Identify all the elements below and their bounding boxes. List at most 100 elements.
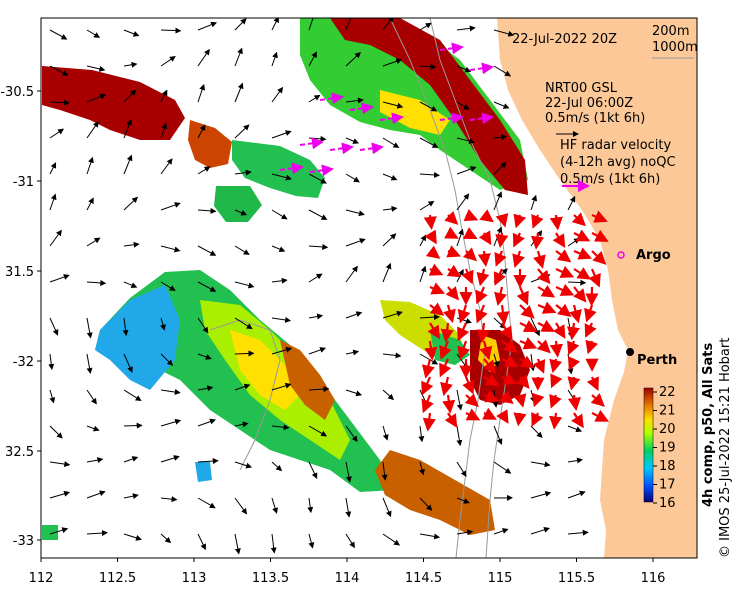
colorbar-tick-label: 18 [659,459,676,474]
glider-velocity-arrow [349,102,374,115]
radar-velocity-arrow [479,340,493,361]
radar-velocity-arrow [590,393,605,407]
model-current-arrow [270,533,277,554]
model-current-arrow [419,265,427,283]
sst-patch-north-front [300,18,528,195]
model-current-arrow [197,458,219,465]
model-current-arrow [567,457,583,464]
model-current-arrow [123,422,143,429]
model-current-arrow [86,425,100,432]
radar-velocity-arrows [421,208,610,432]
model-current-arrow [122,317,129,337]
colorbar-ticks: 22 21 20 19 18 17 16 [653,385,676,511]
radar-velocity-arrow [533,250,546,269]
model-label-line2: 22-Jul 06:00Z [545,96,633,111]
radar-label-line3: 0.5m/s (1kt 6h) [560,172,660,187]
model-current-arrow [345,137,360,144]
model-current-arrow [197,281,217,292]
model-current-arrow [382,533,401,546]
radar-velocity-arrow [462,227,478,240]
model-current-arrow [234,209,248,216]
radar-velocity-arrow [573,247,593,260]
model-current-arrow [160,56,176,67]
radar-velocity-arrow [446,245,461,258]
model-current-arrow [567,425,583,433]
radar-velocity-arrow [549,358,563,374]
model-current-arrow [308,386,330,393]
radar-velocity-arrow [429,302,445,316]
glider-velocity-arrow [359,142,384,155]
model-current-arrow [234,461,253,469]
model-current-arrow [493,461,512,474]
radar-velocity-arrow [585,339,599,355]
radar-velocity-arrow [496,304,510,325]
model-current-arrow [234,350,255,357]
perth-label: Perth [637,353,677,368]
radar-velocity-arrow [553,322,566,339]
model-current-arrow [197,83,206,103]
model-current-arrow [456,193,470,211]
radar-velocity-arrow [531,214,544,229]
model-current-arrow [271,382,292,391]
glider-velocity-arrow [439,112,464,125]
argo-marker [617,251,625,259]
model-current-arrow [382,310,403,319]
model-current-arrow [160,353,174,366]
model-current-arrow [234,533,241,555]
model-current-arrow [493,29,515,37]
radar-velocity-arrow [462,376,475,395]
glider-velocity-arrow [379,112,404,125]
model-current-arrow [307,497,314,514]
model-current-arrow [345,311,363,319]
model-current-arrow [567,195,576,211]
model-current-arrow [456,137,476,144]
radar-velocity-arrow [440,322,454,343]
glider-velocity-arrow [439,42,464,55]
radar-velocity-arrow [501,355,519,368]
radar-velocity-arrow [457,304,471,324]
model-current-arrow [382,205,398,212]
model-current-arrow [197,48,210,67]
model-current-arrow [345,497,352,518]
radar-velocity-arrow [537,319,556,332]
model-current-arrow [308,94,321,103]
model-current-arrow [123,29,140,37]
model-label-line1: NRT00 GSL [545,81,618,96]
model-current-arrow [123,456,139,463]
model-current-arrow [160,27,182,34]
radar-velocity-arrow [555,249,572,263]
model-current-arrow [493,425,503,445]
radar-velocity-arrow [555,303,572,317]
model-current-arrow [308,533,315,549]
model-current-arrow [345,209,365,217]
model-current-arrow [456,166,477,175]
model-current-arrow [234,421,249,428]
radar-velocity-arrow [519,337,538,350]
y-tick-label: -32 [13,355,34,370]
model-current-arrow [160,418,182,427]
radar-velocity-arrow [569,304,582,324]
x-tick-label: 113.5 [252,571,289,586]
date-label: 22-Jul-2022 20Z [512,32,617,47]
model-current-arrow [308,243,329,250]
model-current-arrow [86,279,107,286]
radar-velocity-arrow [568,356,581,371]
radar-velocity-arrow [478,230,492,246]
model-current-arrow [86,457,104,464]
radar-velocity-arrow [519,304,535,319]
model-current-arrow [123,533,142,541]
model-current-arrow [197,497,216,509]
sst-patch-mid [188,120,325,222]
radar-velocity-arrow [591,409,610,422]
model-current-arrow [493,134,508,141]
model-current-arrow [308,273,323,283]
radar-velocity-arrow [483,373,500,387]
model-current-arrow [86,93,107,103]
radar-velocity-arrow [513,412,527,427]
radar-velocity-arrow [495,213,509,228]
model-current-arrow [123,353,133,373]
radar-velocity-arrow [584,322,597,338]
x-tick-label: 114.5 [405,571,442,586]
radar-velocity-arrow [475,304,488,324]
